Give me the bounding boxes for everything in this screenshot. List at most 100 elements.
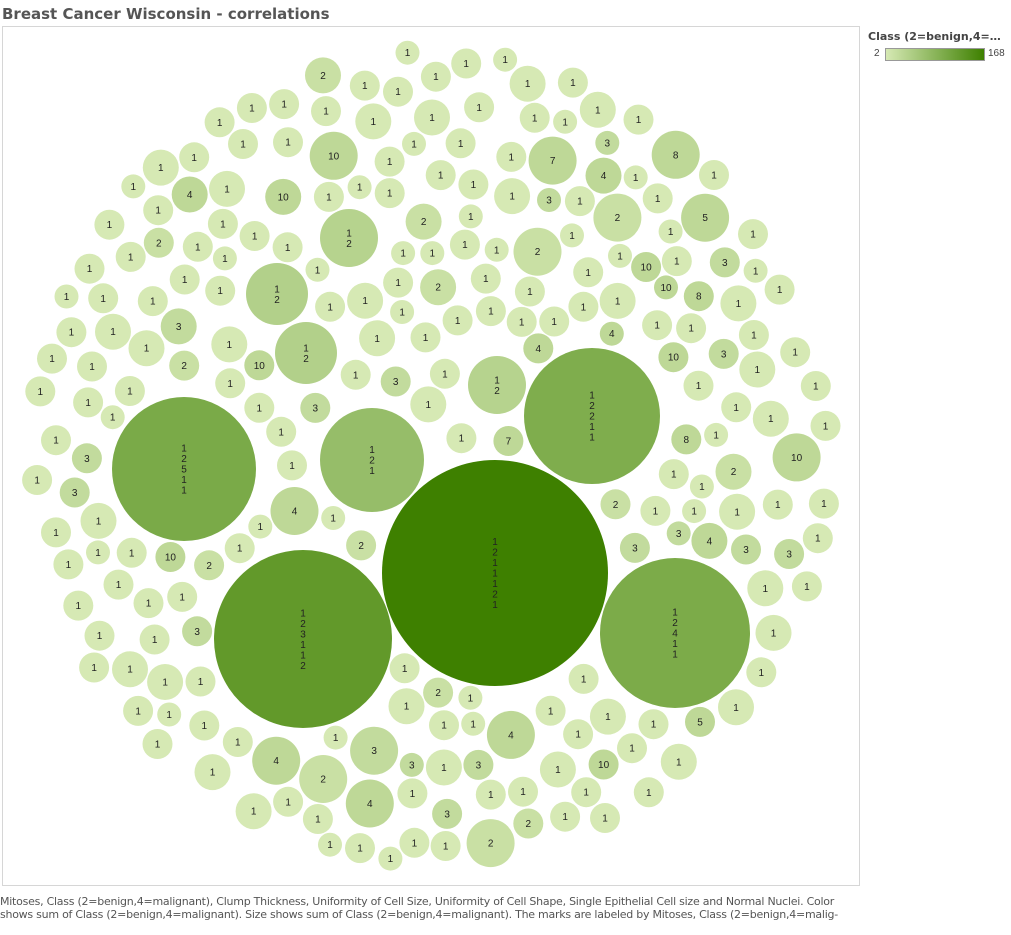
bubble-circle[interactable] (56, 317, 87, 348)
bubble[interactable]: 3 (619, 532, 650, 563)
bubble[interactable]: 1 (496, 141, 527, 172)
bubble[interactable]: 1 (302, 804, 333, 834)
bubble[interactable]: 1 (347, 282, 384, 319)
bubble-circle[interactable] (600, 489, 631, 520)
bubble-circle[interactable] (391, 241, 416, 266)
bubble-circle[interactable] (539, 306, 570, 337)
bubble[interactable]: 1 (762, 489, 793, 520)
bubble[interactable]: 1 (266, 416, 297, 447)
bubble[interactable]: 1 (718, 689, 754, 726)
bubble-circle[interactable] (115, 241, 146, 272)
bubble[interactable]: 1 (139, 624, 170, 655)
bubble-circle[interactable] (808, 488, 839, 519)
bubble[interactable]: 3 (160, 308, 197, 345)
bubble-circle[interactable] (71, 443, 102, 474)
bubble-circle[interactable] (599, 282, 636, 319)
bubble-circle[interactable] (123, 695, 154, 726)
bubble[interactable]: 3 (731, 534, 761, 565)
bubble[interactable]: 1 (347, 175, 372, 200)
bubble[interactable]: 1 (194, 754, 231, 791)
bubble-circle[interactable] (425, 160, 456, 191)
bubble-circle[interactable] (73, 387, 104, 418)
bubble-circle[interactable] (410, 386, 447, 423)
bubble[interactable]: 1 (222, 727, 253, 757)
bubble[interactable]: 1 (204, 107, 235, 138)
bubble[interactable]: 1 (509, 65, 546, 102)
bubble[interactable]: 1 (41, 425, 71, 456)
bubble[interactable]: 1 (638, 709, 669, 740)
color-legend[interactable]: Class (2=benign,4=mali.. 2 168 (868, 30, 1011, 62)
bubble[interactable]: 1 (224, 533, 255, 564)
bubble[interactable]: 1 (475, 779, 506, 810)
bubble-circle[interactable] (585, 157, 622, 194)
bubble-circle[interactable] (588, 749, 619, 780)
bubble[interactable]: 1 (461, 711, 486, 736)
bubble-circle[interactable] (346, 530, 377, 561)
bubble[interactable]: 7 (493, 426, 524, 456)
bubble-circle[interactable] (642, 310, 673, 341)
bubble[interactable]: 1 (676, 313, 707, 344)
bubble[interactable]: 1 (658, 219, 683, 244)
bubble[interactable]: 1 (209, 170, 245, 207)
bubble[interactable]: 2 (299, 755, 348, 803)
bubble-circle[interactable] (248, 514, 273, 539)
bubble-circle[interactable] (537, 188, 561, 212)
bubble[interactable]: 1 (215, 368, 246, 399)
bubble[interactable]: 1 (458, 685, 483, 710)
bubble[interactable]: 1 (425, 160, 456, 191)
bubble[interactable]: 1 (349, 70, 380, 101)
bubble-circle[interactable] (442, 305, 473, 336)
bubble[interactable]: 1 (721, 392, 752, 423)
bubble-circle[interactable] (432, 798, 463, 829)
bubble[interactable]: 1 (810, 410, 841, 441)
bubble[interactable]: 1 (514, 276, 545, 307)
bubble-circle[interactable] (246, 263, 308, 325)
bubble-circle[interactable] (463, 749, 494, 780)
bubble[interactable]: 1 (318, 832, 342, 857)
bubble-circle[interactable] (708, 338, 739, 369)
bubble-circle[interactable] (414, 99, 450, 136)
bubble[interactable]: 1 (623, 165, 648, 190)
bubble[interactable]: 1 (747, 570, 784, 607)
bubble-circle[interactable] (425, 749, 462, 786)
bubble[interactable]: 10 (244, 350, 275, 381)
bubble-circle[interactable] (755, 614, 792, 651)
bubble-circle[interactable] (171, 176, 208, 213)
bubble[interactable]: 3 (666, 521, 691, 546)
bubble-circle[interactable] (302, 804, 333, 834)
bubble[interactable]: 1 (311, 96, 341, 127)
bubble-circle[interactable] (466, 819, 515, 868)
bubble[interactable]: 1 (475, 296, 506, 327)
bubble-circle[interactable] (475, 779, 506, 810)
bubble-circle[interactable] (182, 616, 213, 647)
bubble[interactable]: 7 (528, 136, 577, 185)
bubble[interactable]: 4 (270, 487, 319, 535)
bubble-circle[interactable] (389, 653, 420, 684)
bubble-circle[interactable] (209, 170, 245, 207)
bubble[interactable]: 1 (305, 257, 330, 282)
bubble-circle[interactable] (80, 502, 117, 539)
bubble-circle[interactable] (608, 243, 632, 268)
bubble-circle[interactable] (100, 405, 125, 430)
bubble-circle[interactable] (235, 793, 272, 830)
bubble[interactable]: 1 (147, 664, 184, 700)
bubble[interactable]: 1 (100, 405, 125, 430)
bubble[interactable]: 1 (764, 274, 795, 305)
bubble-circle[interactable] (420, 61, 451, 92)
bubble[interactable]: 1 (746, 657, 777, 688)
bubble-circle[interactable] (189, 710, 220, 741)
bubble-circle[interactable] (390, 300, 415, 324)
bubble-circle[interactable] (557, 67, 588, 98)
bubble-circle[interactable] (359, 320, 396, 357)
bubble-circle[interactable] (402, 131, 426, 156)
bubble[interactable]: 1 (53, 549, 84, 580)
bubble-circle[interactable] (204, 107, 235, 138)
bubble-circle[interactable] (599, 321, 624, 346)
bubble-circle[interactable] (528, 136, 577, 185)
bubble[interactable]: 2 (405, 203, 442, 240)
bubble-circle[interactable] (458, 169, 489, 200)
bubble-circle[interactable] (53, 549, 84, 580)
bubble[interactable]: 1 (704, 422, 729, 447)
